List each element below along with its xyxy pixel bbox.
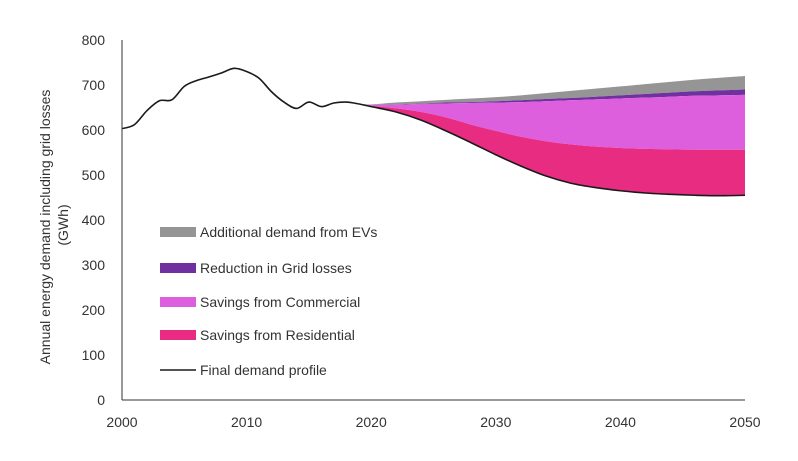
- x-tick-label: 2010: [231, 414, 262, 430]
- legend-label: Savings from Residential: [200, 327, 355, 343]
- axes: [121, 40, 745, 401]
- x-tick-label: 2000: [106, 414, 137, 430]
- grid-losses-area: [358, 89, 745, 105]
- legend-label: Additional demand from EVs: [200, 224, 377, 240]
- x-tick-label: 2040: [605, 414, 636, 430]
- historical-demand-line: [121, 67, 359, 130]
- x-tick-label: 2020: [356, 414, 387, 430]
- y-axis-title: Annual energy demand including grid loss…: [37, 86, 71, 365]
- y-tick-label: 100: [82, 347, 106, 363]
- legend-label: Reduction in Grid losses: [200, 260, 352, 276]
- commercial-savings-area: [358, 94, 745, 150]
- legend-swatch: [160, 297, 196, 307]
- y-tick-label: 600: [82, 122, 106, 138]
- y-tick-labels: 0 100 200 300 400 500 600 700 800: [82, 32, 106, 408]
- legend-swatch: [160, 330, 196, 340]
- x-tick-label: 2050: [729, 414, 760, 430]
- legend: Additional demand from EVs Reduction in G…: [160, 224, 377, 378]
- y-tick-label: 800: [82, 32, 106, 48]
- y-tick-label: 700: [82, 77, 106, 93]
- legend-swatch: [160, 227, 196, 237]
- y-tick-label: 0: [97, 392, 105, 408]
- y-tick-label: 500: [82, 167, 106, 183]
- demand-lines: [121, 67, 746, 197]
- y-axis-title-line-1: Annual energy demand including grid loss…: [37, 90, 53, 365]
- final-demand-line: [358, 103, 746, 197]
- residential-savings-area: [358, 103, 745, 196]
- legend-label: Savings from Commercial: [200, 294, 360, 310]
- y-tick-label: 200: [82, 302, 106, 318]
- stacked-areas: [358, 76, 745, 196]
- y-tick-label: 300: [82, 257, 106, 273]
- y-tick-label: 400: [82, 212, 106, 228]
- y-axis-title-line-2: (GWh): [55, 204, 71, 245]
- ev-demand-area: [358, 76, 745, 105]
- x-tick-label: 2030: [480, 414, 511, 430]
- legend-swatch: [160, 263, 196, 273]
- legend-label: Final demand profile: [200, 362, 327, 378]
- x-tick-labels: 2000 2010 2020 2030 2040 2050: [106, 414, 760, 430]
